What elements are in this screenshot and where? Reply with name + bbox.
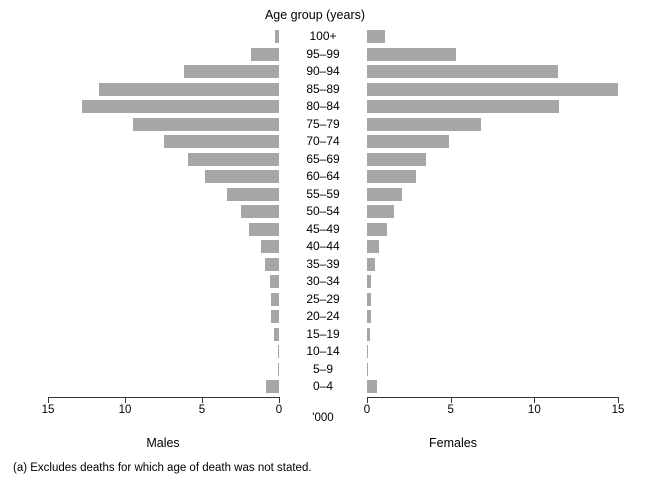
female-bar bbox=[367, 380, 378, 393]
age-group-label: 50–54 bbox=[306, 204, 340, 218]
male-bar bbox=[132, 117, 279, 131]
female-bar bbox=[367, 345, 369, 358]
female-bar bbox=[367, 170, 416, 183]
female-bar bbox=[367, 152, 426, 166]
male-axis-tick-label: 15 bbox=[41, 404, 55, 416]
male-bar bbox=[265, 257, 279, 271]
male-bar bbox=[188, 152, 279, 166]
male-axis-tick-label: 5 bbox=[198, 404, 206, 416]
female-axis-tick bbox=[534, 397, 536, 403]
male-bar bbox=[251, 47, 279, 61]
female-axis-tick-label: 15 bbox=[611, 404, 625, 416]
male-bar bbox=[274, 327, 279, 341]
age-group-label: 35–39 bbox=[306, 256, 340, 271]
male-bar bbox=[260, 240, 279, 253]
male-bar bbox=[240, 205, 279, 218]
age-group-label: 40–44 bbox=[306, 239, 340, 253]
female-bar bbox=[367, 257, 376, 271]
male-axis-tick-label: 10 bbox=[118, 404, 132, 416]
female-bar bbox=[367, 275, 372, 288]
age-group-label: 95–99 bbox=[306, 46, 340, 61]
female-bar bbox=[367, 362, 369, 376]
female-axis-tick bbox=[367, 397, 368, 403]
male-bar bbox=[226, 187, 279, 201]
female-bar bbox=[367, 82, 618, 96]
male-axis-tick bbox=[125, 397, 126, 403]
age-group-label: 25–29 bbox=[306, 291, 340, 306]
male-bar bbox=[248, 222, 279, 236]
male-axis-tick bbox=[279, 397, 280, 403]
age-group-label: 60–64 bbox=[306, 169, 340, 183]
age-group-label: 65–69 bbox=[306, 151, 340, 166]
female-bar bbox=[367, 222, 388, 236]
male-bar bbox=[270, 292, 279, 306]
male-bar bbox=[205, 170, 279, 183]
chart-title: Age group (years) bbox=[264, 8, 366, 22]
female-axis-tick bbox=[618, 397, 619, 403]
males-series-label: Males bbox=[146, 436, 180, 450]
age-group-label: 5–9 bbox=[312, 361, 334, 376]
female-bar bbox=[367, 135, 449, 148]
male-bar bbox=[98, 82, 279, 96]
male-bar bbox=[277, 345, 279, 358]
male-bar bbox=[81, 100, 279, 113]
male-axis-line bbox=[48, 397, 279, 398]
male-bar bbox=[277, 362, 279, 376]
male-bar bbox=[275, 30, 279, 43]
male-axis-tick bbox=[202, 397, 203, 403]
female-axis-tick bbox=[450, 397, 452, 403]
female-bar bbox=[367, 117, 481, 131]
age-group-label: 100+ bbox=[309, 29, 337, 43]
female-axis-line bbox=[367, 397, 618, 398]
age-group-label: 85–89 bbox=[306, 81, 340, 96]
female-bar bbox=[367, 327, 371, 341]
age-group-label: 90–94 bbox=[306, 64, 340, 78]
age-group-label: 20–24 bbox=[306, 309, 340, 323]
male-bar bbox=[269, 275, 279, 288]
age-group-label: 75–79 bbox=[306, 116, 340, 131]
male-bar bbox=[163, 135, 279, 148]
female-bar bbox=[367, 310, 372, 323]
female-axis-tick-label: 0 bbox=[363, 404, 371, 416]
footnote: (a) Excludes deaths for which age of dea… bbox=[13, 462, 312, 474]
female-bar bbox=[367, 187, 403, 201]
female-bar bbox=[367, 240, 379, 253]
male-bar bbox=[183, 65, 279, 78]
age-group-label: 55–59 bbox=[306, 186, 340, 201]
female-bar bbox=[367, 100, 560, 113]
female-axis-tick-label: 10 bbox=[527, 404, 541, 416]
age-group-label: 45–49 bbox=[306, 221, 340, 236]
axis-unit-label: '000 bbox=[312, 412, 334, 424]
female-bar bbox=[367, 47, 456, 61]
male-bar bbox=[271, 310, 279, 323]
male-axis-tick bbox=[48, 397, 49, 403]
age-group-label: 70–74 bbox=[306, 134, 340, 148]
age-group-label: 80–84 bbox=[306, 99, 340, 113]
females-series-label: Females bbox=[429, 436, 477, 450]
age-group-label: 15–19 bbox=[306, 326, 340, 341]
female-bar bbox=[367, 205, 394, 218]
male-axis-tick-label: 0 bbox=[275, 404, 283, 416]
male-bar bbox=[265, 380, 279, 393]
female-bar bbox=[367, 65, 558, 78]
age-group-label: 30–34 bbox=[306, 274, 340, 288]
age-group-label: 10–14 bbox=[306, 344, 340, 358]
female-bar bbox=[367, 30, 386, 43]
female-axis-tick-label: 5 bbox=[447, 404, 454, 416]
age-group-label: 0–4 bbox=[312, 379, 334, 393]
female-bar bbox=[367, 292, 372, 306]
